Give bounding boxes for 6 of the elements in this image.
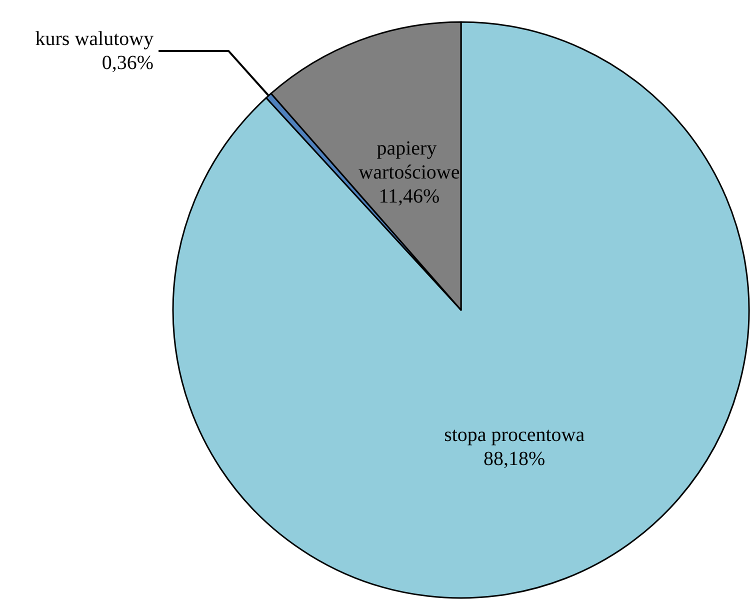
slice-label: stopa procentowa: [444, 424, 585, 446]
slice-label: kurs walutowy: [35, 28, 154, 50]
data-label: 88,18%: [484, 448, 546, 470]
data-label: 0,36%: [102, 52, 154, 74]
slice-label: papiery wartościowe: [358, 137, 460, 184]
data-label: 11,46%: [378, 185, 440, 208]
